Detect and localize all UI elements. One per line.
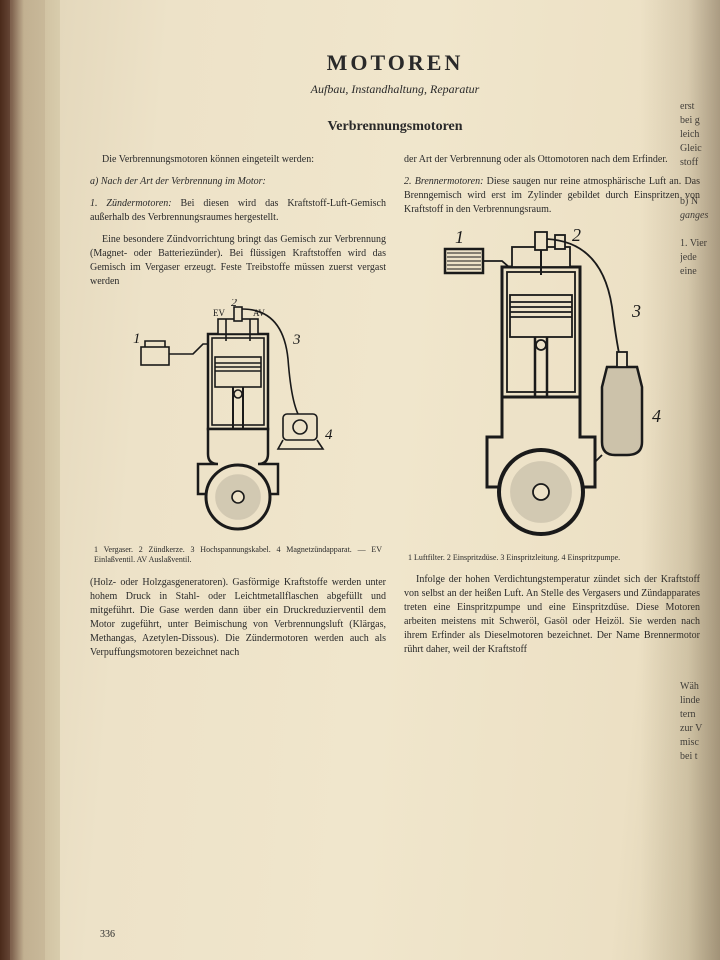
section-heading: Verbrennungsmotoren [90,119,700,135]
next-page-cutoff-b: b) N ganges 1. Vier jede eine [680,195,716,279]
item-1-p2: Eine besondere Zündvorrichtung bringt da… [90,233,386,289]
fig2-label-3: 3 [631,301,641,321]
text-columns: Die Verbrennungsmotoren können eingeteil… [90,153,700,668]
figure-2-caption: 1 Luftfilter. 2 Einspritzdüse. 3 Einspri… [404,553,700,563]
next-page-cutoff-bottom: Wäh linde tern zur V misc bei t [680,680,716,764]
intro-text: Die Verbrennungsmotoren können eingeteil… [90,153,386,167]
figure-2: 1 2 3 4 1 Luftfilter. 2 Einspritzdüse. 3… [404,227,700,563]
page-number: 336 [100,929,115,940]
book-page: MOTOREN Aufbau, Instandhaltung, Reparatu… [60,0,720,960]
chapter-subtitle: Aufbau, Instandhaltung, Reparatur [90,82,700,97]
next-page-cutoff-top: erst bei g leich Gleic stoff [680,100,716,170]
fig1-label-av: AV [253,308,265,318]
fig1-label-3: 3 [292,332,301,348]
fig1-label-ev: EV [213,308,225,318]
left-column: Die Verbrennungsmotoren können eingeteil… [90,153,386,668]
figure-1: 1 2 3 4 EV AV 1 Vergaser. 2 Zündkerze. 3… [90,299,386,566]
right-top: der Art der Verbrennung oder als Ottomot… [404,153,700,167]
subhead-a: a) Nach der Art der Verbrennung im Motor… [90,175,386,189]
left-continuation: (Holz- oder Holzgasgeneratoren). Gasförm… [90,576,386,660]
item-2-label: 2. Brennermotoren: [404,176,483,187]
engine-diagram-1: 1 2 3 4 EV AV [123,299,353,539]
fig1-label-1: 1 [133,331,141,347]
right-column: der Art der Verbrennung oder als Ottomot… [404,153,700,668]
book-spine [0,0,60,960]
right-continuation: Infolge der hohen Verdichtungstemperatur… [404,573,700,657]
item-1-label: 1. Zündermotoren: [90,198,172,209]
fig2-label-1: 1 [455,227,464,247]
fig1-label-4: 4 [325,427,333,443]
engine-diagram-2: 1 2 3 4 [427,227,677,547]
figure-1-caption: 1 Vergaser. 2 Zündkerze. 3 Hochspannungs… [90,545,386,566]
item-2: 2. Brennermotoren: Diese saugen nur rein… [404,175,700,217]
fig2-label-4: 4 [652,406,661,426]
chapter-title: MOTOREN [90,50,700,76]
fig2-label-2: 2 [572,227,581,245]
item-1: 1. Zündermotoren: Bei diesen wird das Kr… [90,197,386,225]
fig1-label-2: 2 [231,299,237,309]
